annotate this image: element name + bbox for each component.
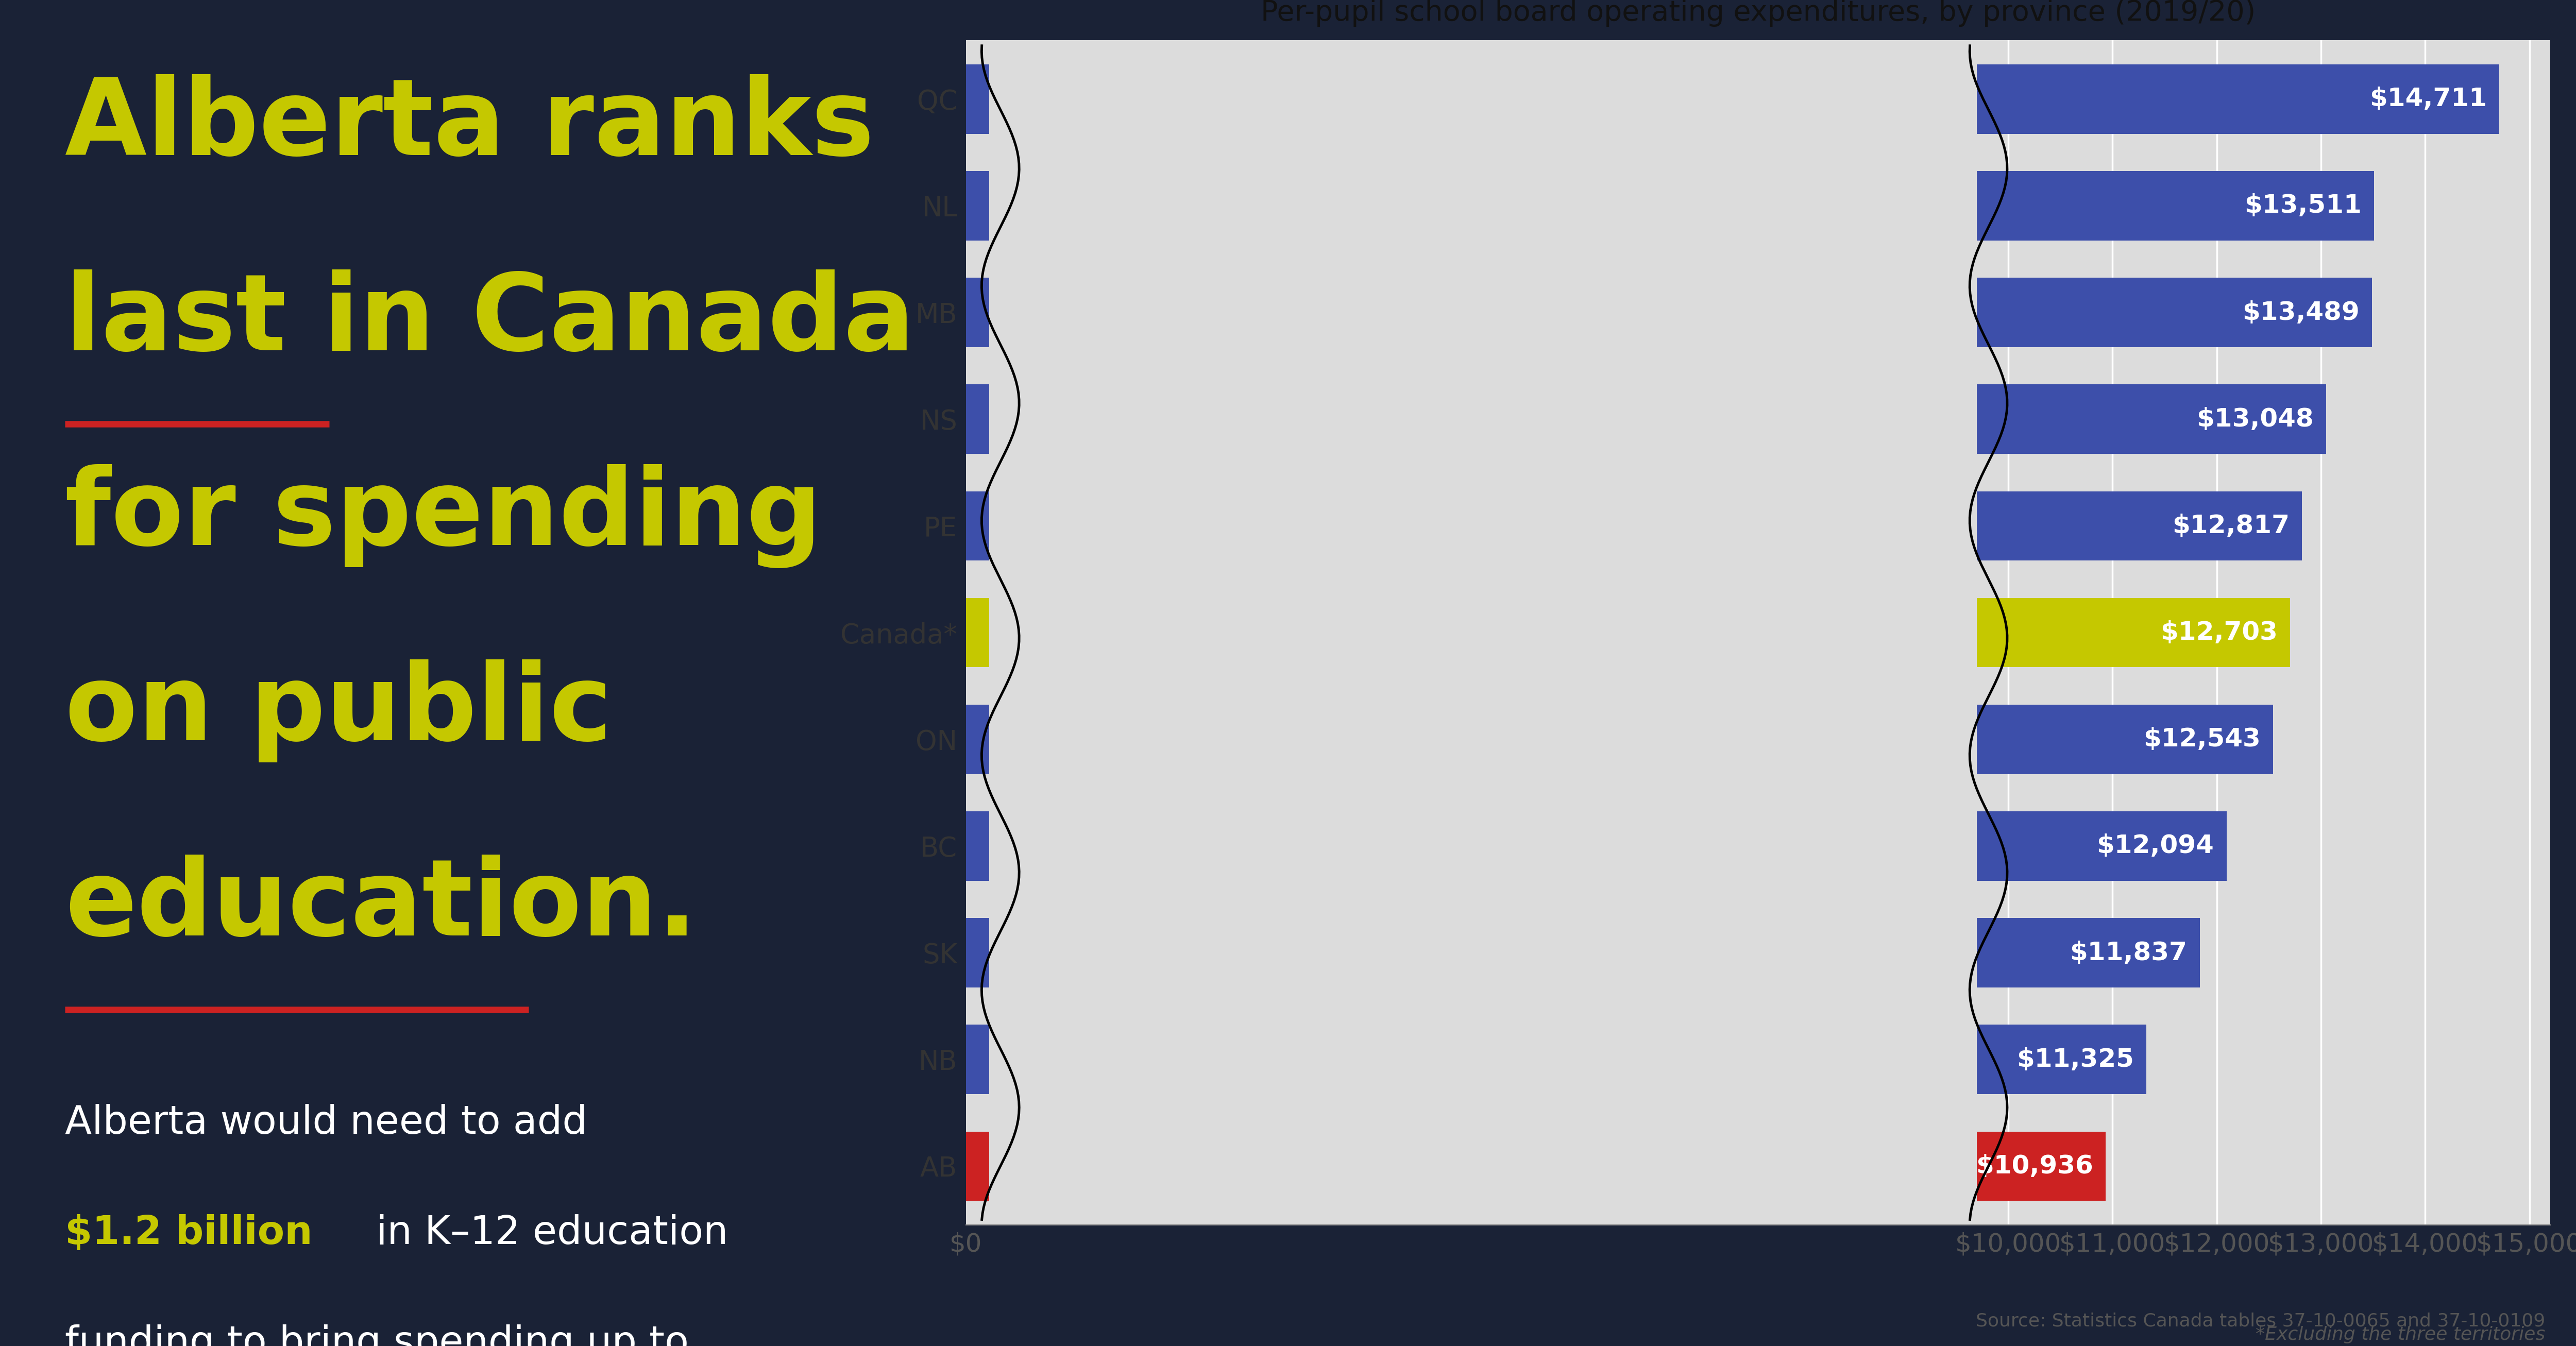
Text: $14,711: $14,711	[2370, 86, 2486, 112]
Text: $13,048: $13,048	[2197, 406, 2313, 432]
Bar	[1976, 385, 2326, 454]
Bar	[966, 171, 989, 241]
Text: $10,936: $10,936	[1976, 1154, 2094, 1179]
Bar	[1976, 277, 2372, 347]
Bar	[1976, 812, 2226, 880]
Text: for spending: for spending	[64, 464, 822, 568]
Text: Alberta ranks: Alberta ranks	[64, 74, 873, 178]
Text: $12,703: $12,703	[2161, 621, 2277, 645]
Text: $11,837: $11,837	[2071, 941, 2187, 965]
Text: $13,511: $13,511	[2244, 194, 2362, 218]
Text: $1.2 billion: $1.2 billion	[64, 1214, 312, 1252]
Bar	[966, 277, 989, 347]
Text: on public: on public	[64, 660, 613, 763]
Text: education.: education.	[64, 855, 698, 958]
Text: $11,325: $11,325	[2017, 1047, 2133, 1071]
Text: $12,094: $12,094	[2097, 833, 2213, 859]
Bar	[966, 385, 989, 454]
Bar	[966, 598, 989, 668]
Bar	[1976, 918, 2200, 988]
Title: Per-pupil school board operating expenditures, by province (2019/20): Per-pupil school board operating expendi…	[1260, 0, 2257, 27]
Bar	[966, 918, 989, 988]
Bar	[989, 40, 1976, 1225]
Text: Alberta would need to add: Alberta would need to add	[64, 1104, 587, 1141]
Bar	[1976, 598, 2290, 668]
Bar	[966, 1024, 989, 1094]
Bar	[1976, 65, 2499, 133]
Bar	[1976, 491, 2303, 560]
Text: last in Canada: last in Canada	[64, 269, 914, 373]
Bar	[1976, 1024, 2146, 1094]
Bar	[966, 491, 989, 560]
Bar	[1976, 171, 2375, 241]
Text: $12,817: $12,817	[2172, 514, 2290, 538]
Bar	[966, 65, 989, 133]
Text: $13,489: $13,489	[2241, 300, 2360, 324]
Bar	[966, 1132, 989, 1201]
Bar	[966, 812, 989, 880]
Bar	[1976, 1132, 2105, 1201]
Text: $12,543: $12,543	[2143, 727, 2262, 751]
Text: Source: Statistics Canada tables 37-10-0065 and 37-10-0109: Source: Statistics Canada tables 37-10-0…	[1976, 1312, 2545, 1330]
Text: funding to bring spending up to: funding to bring spending up to	[64, 1324, 688, 1346]
Text: in K–12 education: in K–12 education	[363, 1214, 729, 1252]
Bar	[966, 705, 989, 774]
Bar	[1976, 705, 2272, 774]
Text: *Excluding the three territories: *Excluding the three territories	[2257, 1326, 2545, 1343]
